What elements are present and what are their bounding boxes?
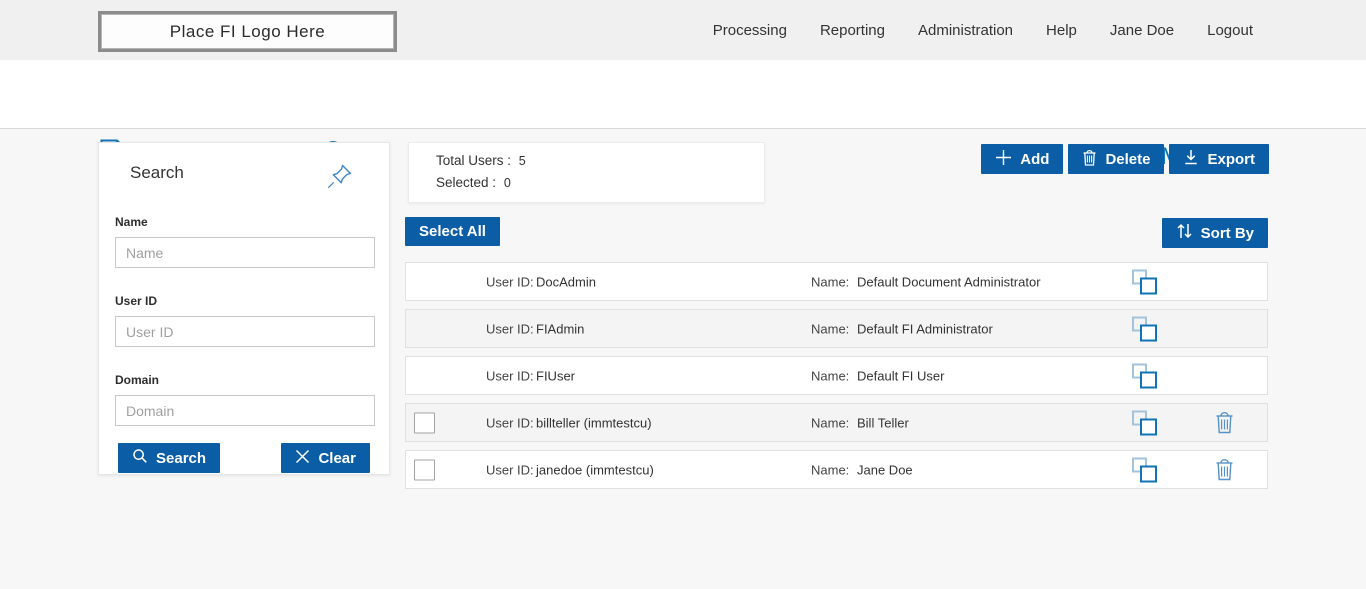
table-row: User ID: janedoe (immtestcu) Name: Jane …	[405, 450, 1268, 489]
domain-label: Domain	[115, 373, 160, 387]
row-user-id-label: User ID:	[486, 462, 534, 477]
total-users-value: 5	[518, 154, 526, 168]
copy-user-icon[interactable]	[1132, 410, 1157, 435]
row-user-id-value: FIAdmin	[536, 321, 585, 336]
user-rows: User ID: DocAdmin Name: Default Document…	[405, 262, 1268, 497]
row-name-label: Name:	[811, 274, 850, 289]
selected-value: 0	[503, 176, 511, 190]
delete-button[interactable]: Delete	[1068, 144, 1165, 174]
row-user-id-label: User ID:	[486, 368, 534, 383]
row-checkbox[interactable]	[414, 412, 435, 433]
export-button-label: Export	[1207, 150, 1255, 168]
name-label: Name	[115, 215, 148, 229]
copy-icon-back-square	[1132, 269, 1147, 284]
user-id-field-group: User ID	[115, 294, 375, 347]
search-panel-header: Search	[115, 163, 373, 189]
selected-line: Selected : 0	[436, 175, 764, 190]
page-header: User Maintenance i IMM eSign	[0, 60, 1366, 170]
domain-field-group: Domain	[115, 373, 375, 426]
row-user-id-label: User ID:	[486, 274, 534, 289]
top-nav: Processing Reporting Administration Help…	[713, 0, 1253, 60]
table-row: User ID: FIAdmin Name: Default FI Admini…	[405, 309, 1268, 348]
select-all-button[interactable]: Select All	[405, 217, 500, 246]
name-input[interactable]	[115, 237, 375, 268]
sort-by-label: Sort By	[1200, 224, 1254, 242]
row-name-value: Default FI Administrator	[857, 321, 993, 336]
copy-icon-front-square	[1140, 277, 1157, 294]
export-button[interactable]: Export	[1169, 144, 1269, 174]
copy-user-icon[interactable]	[1132, 316, 1157, 341]
copy-user-icon[interactable]	[1132, 363, 1157, 388]
copy-icon-back-square	[1132, 316, 1147, 331]
row-name-label: Name:	[811, 415, 850, 430]
sort-by-button[interactable]: Sort By	[1161, 218, 1268, 248]
row-checkbox[interactable]	[414, 459, 435, 480]
copy-icon-front-square	[1140, 418, 1157, 435]
delete-user-icon[interactable]	[1214, 457, 1236, 482]
row-user-id-value: janedoe (immtestcu)	[536, 462, 654, 477]
domain-input[interactable]	[115, 395, 375, 426]
clear-x-icon	[295, 449, 310, 468]
add-button[interactable]: Add	[981, 144, 1064, 174]
summary-box: Total Users : 5 Selected : 0	[408, 142, 765, 203]
row-name-label: Name:	[811, 321, 850, 336]
pin-icon[interactable]	[325, 161, 355, 191]
search-icon	[132, 448, 148, 468]
row-user-id-value: billteller (immtestcu)	[536, 415, 652, 430]
copy-icon-back-square	[1132, 410, 1147, 425]
table-row: User ID: FIUser Name: Default FI User	[405, 356, 1268, 395]
row-name-value: Bill Teller	[857, 415, 909, 430]
nav-processing[interactable]: Processing	[712, 21, 787, 39]
user-id-label: User ID	[115, 294, 158, 308]
download-icon	[1183, 149, 1199, 169]
search-panel: Search Name User ID Domain	[98, 142, 390, 475]
clear-button-label: Clear	[318, 449, 356, 467]
row-name-label: Name:	[811, 462, 850, 477]
table-row: User ID: billteller (immtestcu) Name: Bi…	[405, 403, 1268, 442]
trash-icon	[1082, 149, 1097, 170]
row-name-label: Name:	[811, 368, 850, 383]
select-all-label: Select All	[419, 223, 486, 240]
copy-user-icon[interactable]	[1132, 269, 1157, 294]
copy-user-icon[interactable]	[1132, 457, 1157, 482]
copy-icon-back-square	[1132, 363, 1147, 378]
row-user-id-label: User ID:	[486, 321, 534, 336]
delete-user-icon[interactable]	[1214, 410, 1236, 435]
add-button-label: Add	[1020, 150, 1050, 168]
search-title: Search	[130, 163, 184, 182]
row-user-id-label: User ID:	[486, 415, 534, 430]
copy-icon-front-square	[1140, 371, 1157, 388]
selected-label: Selected :	[436, 175, 497, 190]
search-button-label: Search	[156, 449, 207, 467]
nav-help[interactable]: Help	[1046, 21, 1077, 39]
row-user-id-value: FIUser	[536, 368, 575, 383]
delete-button-label: Delete	[1105, 150, 1151, 168]
name-field-group: Name	[115, 215, 375, 268]
user-id-input[interactable]	[115, 316, 375, 347]
row-name-value: Default FI User	[857, 368, 945, 383]
row-name-value: Jane Doe	[857, 462, 913, 477]
clear-button[interactable]: Clear	[281, 443, 370, 473]
copy-icon-front-square	[1140, 324, 1157, 341]
row-name-value: Default Document Administrator	[857, 274, 1041, 289]
plus-icon	[995, 149, 1012, 170]
action-buttons: Add Delete Export	[981, 144, 1269, 174]
fi-logo-placeholder: Place FI Logo Here	[98, 11, 397, 52]
row-user-id-value: DocAdmin	[536, 274, 596, 289]
total-users-label: Total Users :	[436, 153, 512, 168]
nav-logout[interactable]: Logout	[1207, 21, 1253, 39]
nav-reporting[interactable]: Reporting	[819, 21, 885, 39]
fi-logo-text: Place FI Logo Here	[169, 21, 326, 41]
copy-icon-back-square	[1132, 457, 1147, 472]
search-button[interactable]: Search	[118, 443, 221, 473]
table-row: User ID: DocAdmin Name: Default Document…	[405, 262, 1268, 301]
sort-arrows-icon	[1176, 222, 1193, 244]
total-users-line: Total Users : 5	[436, 153, 764, 168]
nav-user-menu[interactable]: Jane Doe	[1109, 21, 1175, 39]
copy-icon-front-square	[1140, 465, 1157, 482]
nav-administration[interactable]: Administration	[917, 21, 1014, 39]
top-bar: Place FI Logo Here Processing Reporting …	[0, 0, 1366, 60]
search-panel-buttons: Search Clear	[115, 443, 373, 473]
